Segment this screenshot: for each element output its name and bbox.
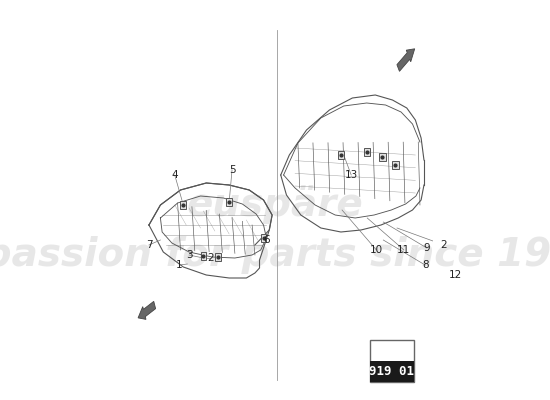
Bar	[379, 153, 386, 161]
Bar	[338, 151, 344, 159]
Text: 2: 2	[441, 240, 447, 250]
Text: 7: 7	[146, 240, 152, 250]
Bar	[180, 201, 186, 209]
Text: 10: 10	[370, 245, 383, 255]
Bar	[215, 253, 221, 261]
Bar	[370, 361, 414, 382]
Text: 4: 4	[172, 170, 178, 180]
Text: 919 01: 919 01	[370, 365, 414, 378]
FancyArrow shape	[138, 301, 156, 319]
Bar	[370, 340, 414, 382]
Bar	[226, 198, 232, 206]
Text: 2: 2	[207, 253, 213, 263]
Text: 8: 8	[422, 260, 428, 270]
Bar	[364, 148, 370, 156]
Text: 1: 1	[176, 260, 183, 270]
Text: 6: 6	[263, 235, 270, 245]
Text: 12: 12	[449, 270, 462, 280]
Text: 13: 13	[345, 170, 358, 180]
Bar	[201, 252, 206, 260]
Bar	[393, 161, 399, 169]
FancyArrow shape	[397, 49, 415, 71]
Text: euspäre
a passion for parts since 1997: euspäre a passion for parts since 1997	[0, 186, 550, 274]
Text: 5: 5	[229, 165, 235, 175]
Text: 11: 11	[397, 245, 410, 255]
Text: 3: 3	[186, 250, 192, 260]
Bar	[261, 234, 266, 242]
Text: 9: 9	[424, 243, 430, 253]
